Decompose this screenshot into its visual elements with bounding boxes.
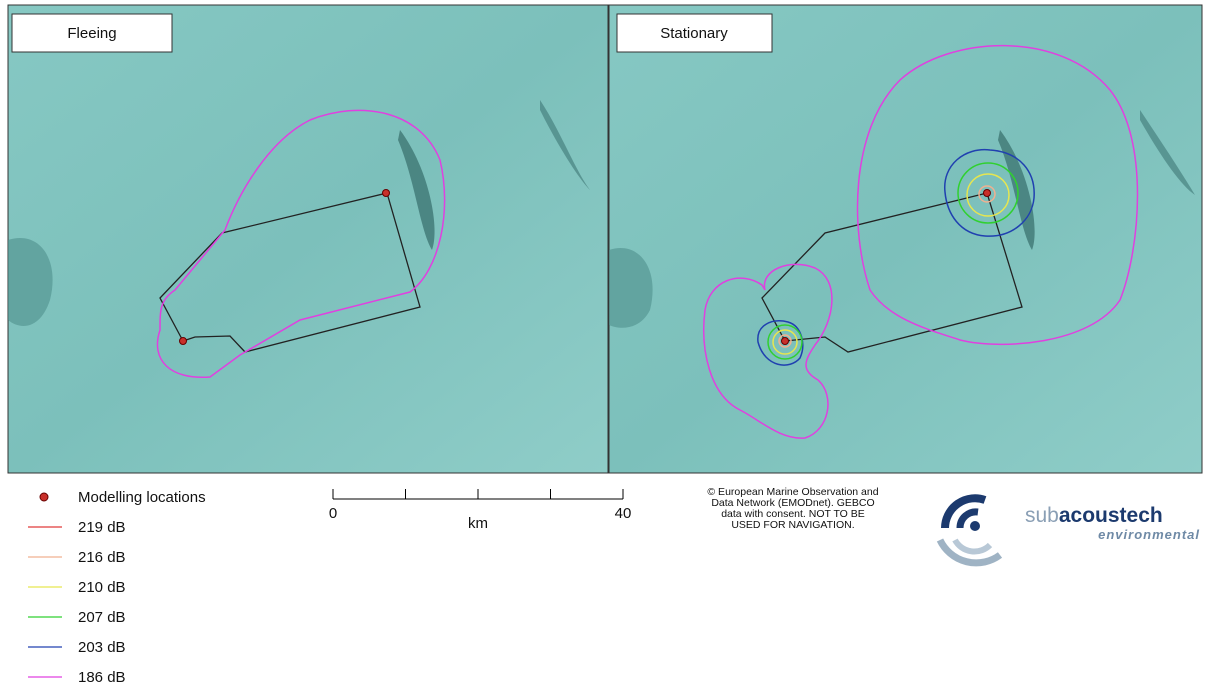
figure: Fleeing Stationary Modelling locations 21… (0, 0, 1205, 691)
scale-label: 40 (615, 505, 632, 522)
legend-label: 216 dB (78, 549, 126, 566)
attribution-line: USED FOR NAVIGATION. (731, 519, 854, 531)
logo-text: subacoustech (1025, 504, 1163, 527)
logo-prefix: sub (1025, 504, 1059, 527)
panel-label: Fleeing (67, 25, 116, 42)
modelling-location (180, 338, 187, 345)
logo: subacoustech environmental (940, 498, 1200, 563)
scale-unit: km (468, 515, 488, 532)
logo-dot (970, 521, 980, 531)
legend: Modelling locations 219 dB 216 dB 210 dB 207… (28, 489, 206, 686)
legend-symbol (40, 493, 48, 501)
panel-label: Stationary (660, 25, 728, 42)
logo-tagline: environmental (1098, 527, 1200, 542)
logo-wave (955, 540, 990, 552)
logo-main: acoustech (1059, 504, 1163, 527)
map-background (8, 5, 608, 473)
legend-label: 207 dB (78, 609, 126, 626)
legend-label: 186 dB (78, 669, 126, 686)
scale-label: 0 (329, 505, 337, 522)
map-panel: Stationary (609, 5, 1202, 473)
legend-label: 203 dB (78, 639, 126, 656)
scale-bar: 0 40 km (329, 489, 632, 532)
modelling-location (984, 190, 991, 197)
map-panel: Fleeing (8, 5, 608, 473)
modelling-location (782, 338, 789, 345)
legend-label: 219 dB (78, 519, 126, 536)
modelling-location (383, 190, 390, 197)
legend-label: Modelling locations (78, 489, 206, 506)
legend-label: 210 dB (78, 579, 126, 596)
